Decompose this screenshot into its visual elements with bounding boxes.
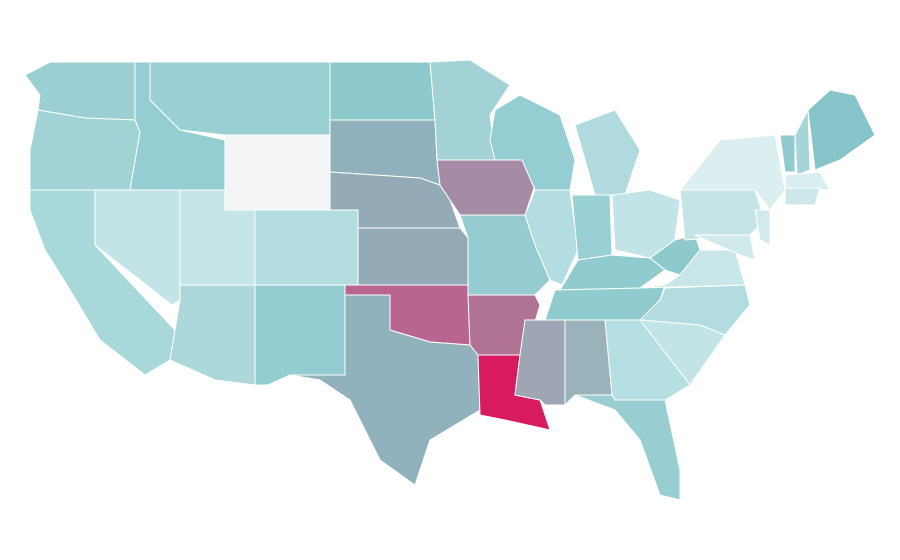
state-region — [289, 294, 481, 486]
state-region — [254, 209, 359, 286]
state-region — [524, 189, 579, 286]
state-region — [29, 109, 141, 191]
state-region — [329, 61, 436, 121]
state-region — [779, 134, 796, 173]
state-region — [224, 134, 331, 211]
state-region — [254, 284, 346, 386]
state-region — [574, 394, 681, 501]
state-region — [754, 209, 771, 246]
state-region — [357, 227, 469, 286]
state-region — [694, 234, 756, 261]
state-region — [784, 171, 831, 191]
state-region — [149, 61, 331, 136]
state-region — [574, 109, 641, 196]
state-region — [169, 284, 256, 386]
state-region — [784, 187, 821, 206]
state-region — [679, 189, 766, 241]
state-region — [679, 134, 786, 211]
state-region — [571, 194, 613, 261]
state-region — [559, 254, 666, 291]
state-region — [794, 109, 811, 176]
state-region — [564, 319, 613, 406]
state-region — [807, 89, 876, 171]
